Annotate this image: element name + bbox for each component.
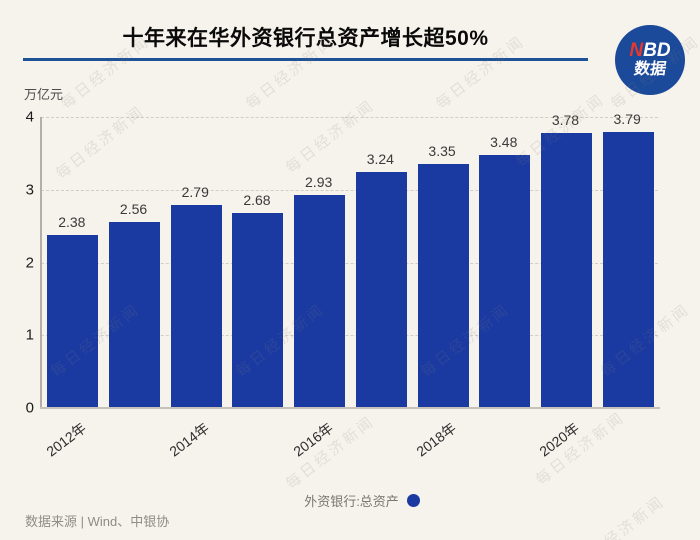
y-tick-label-3: 3	[25, 181, 34, 199]
gridline-2	[41, 262, 658, 264]
nbd-logo-letters-bd: BD	[643, 40, 671, 61]
y-tick-label-1: 1	[25, 326, 34, 344]
y-tick-label-4: 4	[25, 108, 34, 126]
bar-value-2020年: 3.78	[551, 112, 580, 128]
bar-2018年	[417, 164, 469, 407]
y-axis-line	[40, 117, 42, 409]
bar-2015年	[232, 213, 284, 407]
x-tick-label-2020年: 2020年	[536, 419, 583, 460]
y-tick-label-2: 2	[25, 254, 34, 271]
title-underline	[23, 58, 588, 61]
legend-dot-icon	[406, 494, 420, 507]
bar-value-2015年: 2.68	[243, 192, 271, 209]
bar-2012年	[47, 234, 99, 407]
legend-label: 外资银行:总资产	[304, 494, 399, 509]
bar-value-2019年: 3.48	[490, 133, 518, 150]
bar-value-2013年: 2.56	[119, 200, 148, 217]
bar-2013年	[109, 221, 161, 407]
bar-value-2012年: 2.38	[58, 213, 86, 230]
bar-value-2018年: 3.35	[428, 143, 456, 160]
bar-2017年	[355, 172, 407, 407]
x-tick-label-2012年: 2012年	[42, 419, 89, 460]
nbd-logo: NBD 数据	[615, 25, 685, 95]
gridline-3	[41, 189, 658, 191]
y-tick-label-0: 0	[25, 399, 34, 417]
nbd-logo-subtitle: 数据	[632, 61, 668, 78]
page-title: 十年来在华外资银行总资产增长超50%	[122, 27, 489, 50]
bar-2019年	[479, 154, 531, 407]
x-tick-label-2014年: 2014年	[166, 419, 213, 460]
x-axis-line	[40, 407, 660, 409]
bar-value-2016年: 2.93	[305, 173, 333, 190]
x-tick-label-2018年: 2018年	[413, 419, 459, 460]
bar-2021年	[602, 132, 654, 407]
gridline-4	[41, 117, 658, 118]
data-source: 数据来源 | Wind、中银协	[25, 514, 170, 529]
bar-2014年	[170, 205, 222, 407]
y-axis-unit-label: 万亿元	[24, 87, 64, 102]
bar-value-2017年: 3.24	[366, 151, 394, 168]
bar-value-2021年: 3.79	[613, 111, 641, 128]
bar-2020年	[540, 133, 592, 407]
bar-value-2014年: 2.79	[181, 184, 209, 201]
legend: 外资银行:总资产	[12, 491, 700, 510]
nbd-logo-text: NBD	[629, 41, 670, 61]
gridline-1	[41, 335, 658, 337]
bar-2016年	[294, 194, 346, 407]
x-tick-label-2016年: 2016年	[289, 419, 336, 460]
nbd-logo-letter-n: N	[629, 40, 644, 61]
